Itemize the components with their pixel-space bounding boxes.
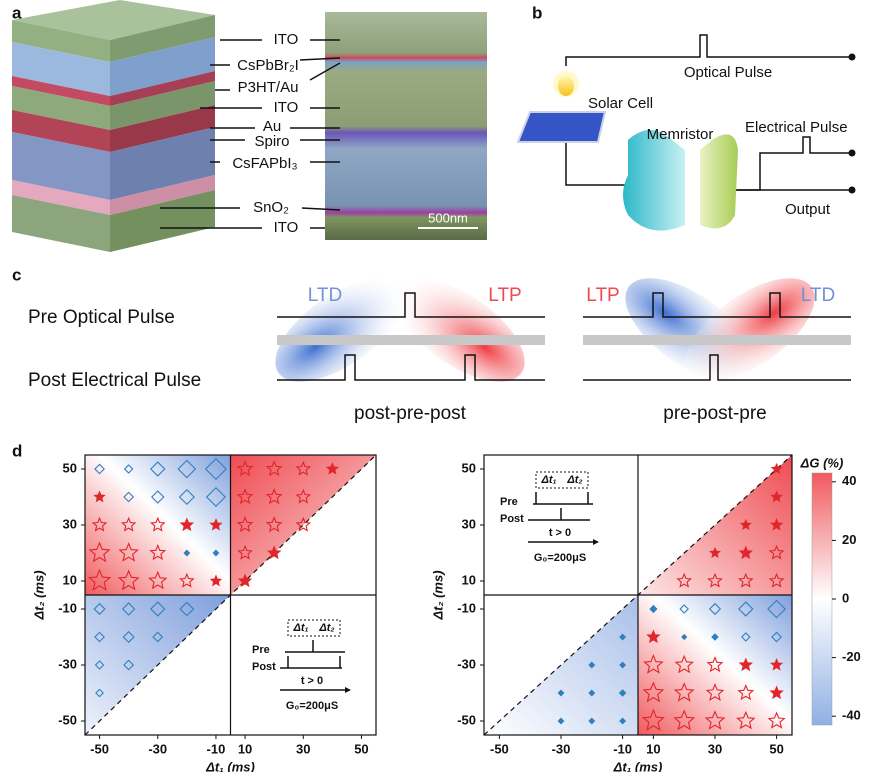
memristor-left — [623, 130, 685, 231]
layer-label: ITO — [274, 219, 299, 236]
x-tick-label: 50 — [354, 741, 368, 756]
device-block — [12, 0, 215, 252]
colorbar-label: ΔG (%) — [800, 455, 844, 470]
layer-label: Spiro — [254, 133, 289, 150]
inset-dt1: Δt₁ — [541, 474, 557, 486]
x-tick-label: -10 — [613, 741, 632, 756]
x-tick-label: -10 — [207, 741, 226, 756]
inset-condition: t > 0 — [549, 527, 571, 539]
figure: a b c d 500nm ITO CsPbBr₂I P3HT/Au ITO A… — [0, 0, 871, 772]
inset-g0: G₀=200μS — [534, 552, 586, 564]
colorbar-tick-label: -40 — [842, 708, 861, 723]
colorbar-tick-label: 20 — [842, 532, 856, 547]
y-tick-label: 30 — [63, 516, 77, 531]
layer-label: CsPbBr₂I — [237, 57, 299, 74]
inset-pre: Pre — [500, 496, 518, 508]
y-tick-label: -50 — [58, 712, 77, 727]
y-tick-label: -50 — [457, 712, 476, 727]
caption: pre-post-pre — [663, 403, 767, 424]
inset-post: Post — [500, 513, 524, 525]
y-tick-label: -30 — [58, 656, 77, 671]
x-tick-label: -50 — [490, 741, 509, 756]
sem-image — [325, 12, 487, 240]
ltd-label: LTD — [801, 285, 835, 306]
x-axis-label: Δt₁ (ms) — [613, 759, 663, 772]
inset-dt2: Δt₂ — [318, 622, 334, 634]
panel-label: c — [12, 265, 21, 284]
electrical-pulse-label: Electrical Pulse — [745, 119, 848, 136]
inset-pre: Pre — [252, 644, 270, 656]
panel-label: b — [532, 3, 542, 22]
terminal — [849, 54, 856, 61]
ltp-label: LTP — [488, 285, 521, 306]
background — [638, 595, 792, 735]
y-tick-label: 50 — [462, 460, 476, 475]
y-tick-label: -30 — [457, 656, 476, 671]
inset-dt1: Δt₁ — [293, 622, 309, 634]
ltp-label: LTP — [586, 285, 619, 306]
inset-dt2: Δt₂ — [566, 474, 582, 486]
output-label: Output — [785, 201, 831, 218]
colorbar-tick-label: 40 — [842, 473, 856, 488]
inset-condition: t > 0 — [301, 675, 323, 687]
y-tick-label: -10 — [457, 600, 476, 615]
x-axis-label: Δt₁ (ms) — [205, 759, 255, 772]
y-axis-label: Δt₂ (ms) — [430, 570, 445, 620]
layer-label: SnO₂ — [253, 199, 289, 216]
colorbar-tick-label: -20 — [842, 649, 861, 664]
ltd-label: LTD — [308, 285, 342, 306]
layer-label: ITO — [274, 99, 299, 116]
panel-label: d — [12, 441, 22, 460]
scale-bar-label: 500nm — [428, 210, 468, 225]
inset-post: Post — [252, 661, 276, 673]
terminal — [849, 150, 856, 157]
plots: -50 -30 -10 10 30 50 50 30 10 -10 -30 -50 Δt₁ (ms) Δt… — [31, 455, 860, 772]
x-tick-label: -30 — [552, 741, 571, 756]
x-tick-label: 10 — [646, 741, 660, 756]
inset: Δt₁ Δt₂ Pre Post t > 0 G₀=200μS — [252, 620, 351, 712]
layer-label: CsFAPbI₃ — [232, 155, 297, 172]
separator — [583, 335, 851, 345]
inset-g0: G₀=200μS — [286, 700, 338, 712]
y-tick-label: 10 — [63, 572, 77, 587]
bulb — [558, 76, 574, 96]
x-tick-label: 30 — [296, 741, 310, 756]
optical-pulse-label: Optical Pulse — [684, 64, 772, 81]
solar-panel — [518, 112, 605, 142]
colorbar-tick-label: 0 — [842, 590, 849, 605]
row-label: Post Electrical Pulse — [28, 370, 201, 391]
y-tick-label: 30 — [462, 516, 476, 531]
caption: post-pre-post — [354, 403, 467, 424]
solar-cell-label: Solar Cell — [588, 95, 653, 112]
colorbar — [812, 473, 832, 725]
x-tick-label: 30 — [708, 741, 722, 756]
memristor-right — [700, 134, 738, 228]
y-tick-label: 10 — [462, 572, 476, 587]
row-label: Pre Optical Pulse — [28, 307, 175, 328]
y-tick-label: -10 — [58, 600, 77, 615]
layer-label: ITO — [274, 31, 299, 48]
y-axis-label: Δt₂ (ms) — [31, 570, 46, 620]
y-tick-label: 50 — [63, 460, 77, 475]
x-tick-label: 10 — [238, 741, 252, 756]
inset: Δt₁ Δt₂ Pre Post t > 0 G₀=200μS — [500, 472, 599, 564]
layer-label: P3HT/Au — [238, 79, 299, 96]
x-tick-label: 50 — [769, 741, 783, 756]
memristor-label: Memristor — [647, 126, 714, 143]
terminal — [849, 187, 856, 194]
separator — [277, 335, 545, 345]
x-tick-label: -30 — [148, 741, 167, 756]
x-tick-label: -50 — [90, 741, 109, 756]
